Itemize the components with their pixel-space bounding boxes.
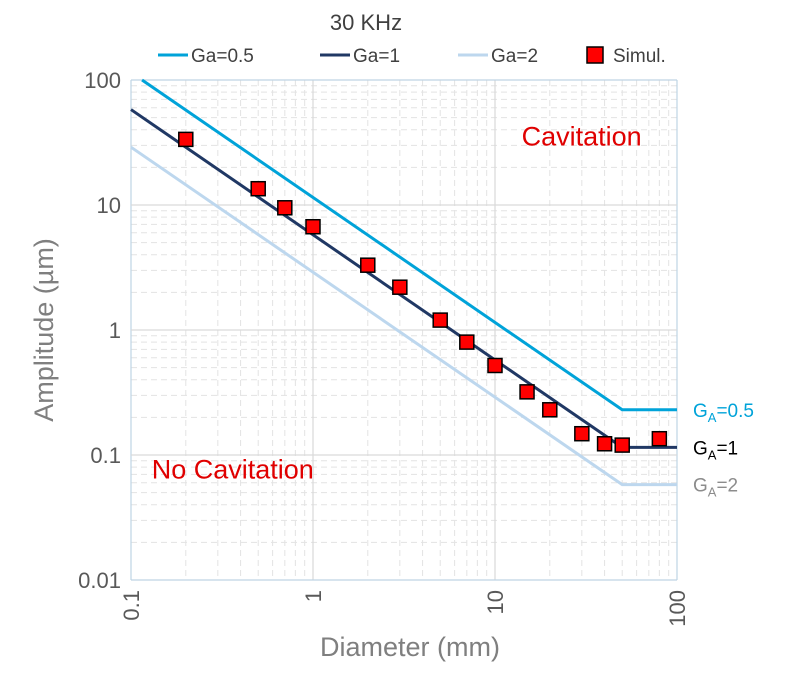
simul-marker <box>305 218 321 235</box>
simulation-markers <box>178 131 668 453</box>
simul-marker <box>392 279 408 295</box>
ga-series-labels: GA=0.5 GA=1 GA=2 <box>693 401 754 500</box>
simul-marker <box>487 357 503 374</box>
legend-label: Ga=1 <box>353 46 400 67</box>
x-tick-label: 1 <box>301 590 326 602</box>
series-line-ga-1 <box>130 108 677 449</box>
annotation-no-cavitation: No Cavitation <box>152 454 314 484</box>
simul-marker <box>651 430 668 447</box>
simul-marker <box>519 384 535 400</box>
ga-label: GA=0.5 <box>693 401 754 425</box>
simul-marker <box>178 131 194 148</box>
simul-marker <box>277 200 293 216</box>
simul-marker <box>250 180 266 197</box>
y-tick-label: 0.1 <box>90 443 121 468</box>
ga-label: GA=1 <box>693 438 738 462</box>
y-tick-label: 100 <box>84 68 121 93</box>
simul-marker <box>614 437 630 453</box>
x-tick-label: 0.1 <box>119 590 144 621</box>
y-tick-label: 1 <box>109 318 121 343</box>
ga-label: GA=2 <box>693 476 738 500</box>
chart-title: 30 KHz <box>330 10 402 35</box>
legend-swatch <box>586 46 604 64</box>
x-tick-label: 10 <box>483 590 508 614</box>
simul-marker <box>596 436 613 452</box>
x-axis-title: Diameter (mm) <box>320 632 500 662</box>
series-line-ga-2 <box>130 145 677 487</box>
major-gridlines <box>130 79 678 581</box>
simul-marker <box>360 257 376 273</box>
legend-label: Ga=0.5 <box>191 46 254 67</box>
simul-marker <box>542 402 558 418</box>
series-line-ga-0-5 <box>141 78 677 412</box>
legend-label: Simul. <box>613 46 666 67</box>
x-tick-label: 100 <box>665 590 690 627</box>
y-tick-label: 0.01 <box>78 568 121 593</box>
simul-marker <box>574 425 590 442</box>
legend: Ga=0.5 Ga=1 Ga=2 Simul. <box>158 46 666 67</box>
y-tick-label: 10 <box>97 193 121 218</box>
simul-marker <box>432 312 448 328</box>
legend-label: Ga=2 <box>491 46 538 67</box>
y-axis-title: Amplitude (µm) <box>29 238 59 422</box>
annotation-cavitation: Cavitation <box>522 121 642 151</box>
simul-marker <box>459 334 475 350</box>
